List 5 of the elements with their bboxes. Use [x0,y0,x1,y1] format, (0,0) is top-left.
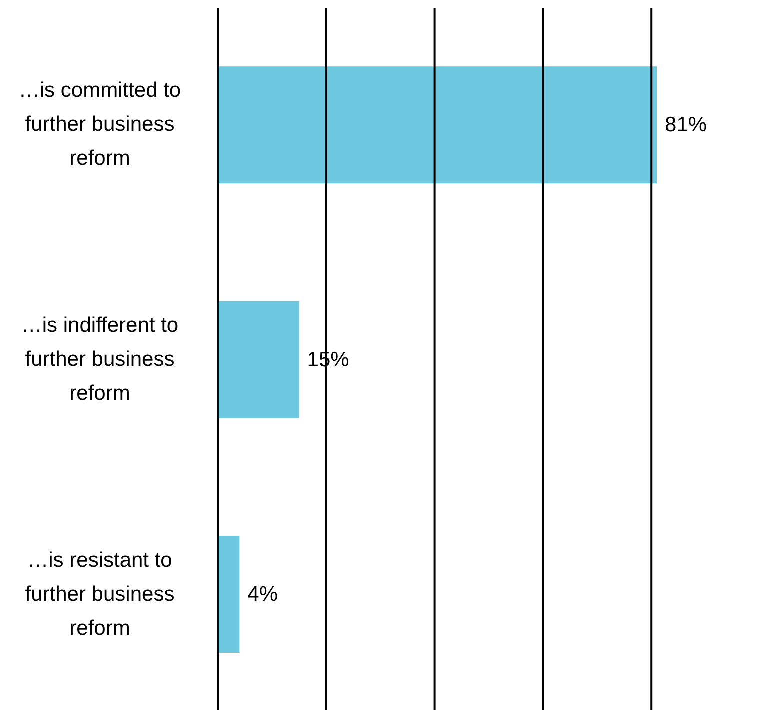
data-label: 4% [248,583,278,606]
y-tick-label: …is indifferent to further business reform [20,313,180,407]
y-tick-label: …is committed to further business reform [18,78,182,172]
data-label: 81% [665,114,708,137]
y-tick-label: …is resistant to further business reform [24,548,176,642]
